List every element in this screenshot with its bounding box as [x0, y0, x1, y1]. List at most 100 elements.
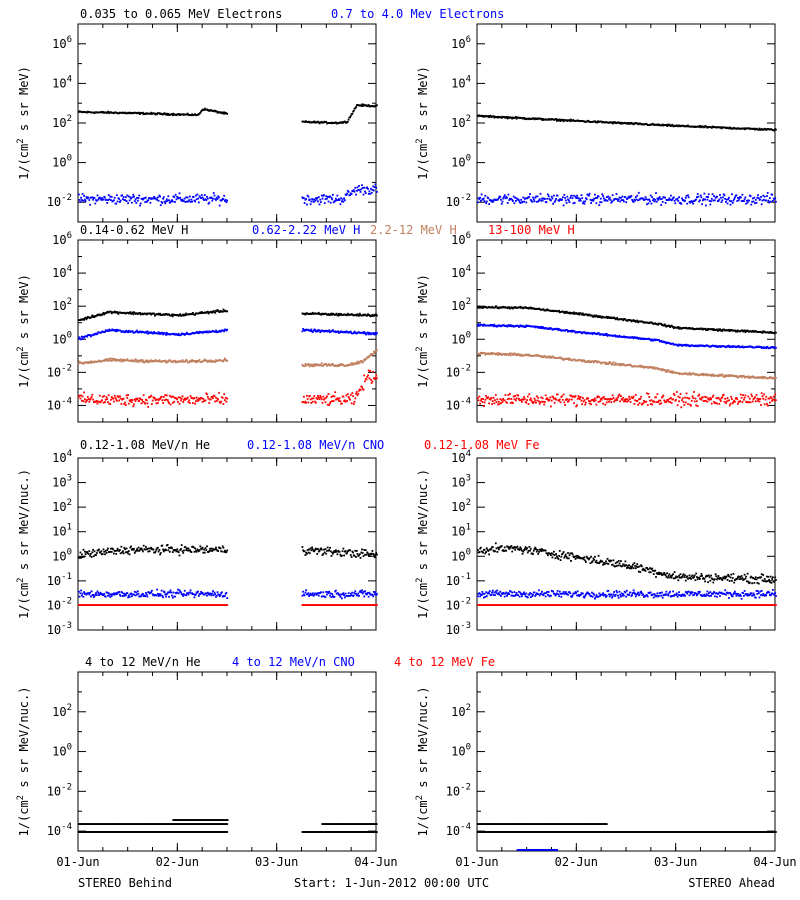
- data-point: [521, 401, 523, 403]
- data-point: [317, 330, 319, 333]
- data-point: [698, 200, 701, 203]
- data-point: [532, 198, 535, 201]
- data-point: [365, 553, 368, 556]
- data-point: [193, 550, 196, 553]
- data-point: [587, 397, 590, 400]
- data-point: [349, 394, 352, 396]
- data-point: [318, 549, 321, 552]
- data-point: [567, 400, 570, 402]
- data-point: [338, 399, 340, 402]
- data-point: [515, 399, 517, 402]
- data-point: [535, 401, 537, 404]
- data-point: [661, 369, 663, 372]
- data-point: [680, 406, 683, 409]
- data-point: [547, 195, 550, 197]
- data-point: [89, 360, 92, 363]
- data-point: [166, 592, 169, 595]
- data-point: [181, 198, 184, 201]
- data-point: [673, 199, 676, 202]
- data-point: [761, 199, 764, 202]
- data-point: [84, 316, 87, 319]
- data-point: [210, 310, 213, 313]
- data-point: [142, 394, 145, 397]
- data-point: [82, 361, 85, 364]
- data-point: [344, 331, 347, 334]
- data-point: [678, 372, 680, 374]
- data-point: [483, 352, 486, 354]
- data-point: [140, 594, 143, 597]
- data-point: [729, 203, 732, 206]
- data-point: [312, 330, 315, 332]
- data-point: [109, 359, 112, 362]
- data-point: [127, 402, 130, 405]
- data-point: [665, 400, 668, 403]
- data-point: [716, 345, 718, 347]
- data-point: [615, 193, 618, 195]
- data-point: [207, 109, 210, 111]
- data-point: [611, 194, 614, 197]
- data-point: [80, 556, 82, 559]
- data-point: [309, 398, 312, 401]
- data-point: [709, 397, 712, 399]
- data-point: [149, 112, 152, 115]
- data-point: [110, 360, 113, 362]
- data-point: [480, 397, 483, 400]
- data-point: [171, 596, 174, 599]
- data-point: [664, 196, 666, 199]
- data-point: [81, 193, 84, 195]
- data-point: [506, 325, 509, 328]
- data-point: [501, 200, 504, 203]
- data-point: [772, 200, 774, 202]
- data-point: [341, 198, 344, 201]
- data-point: [206, 195, 208, 198]
- data-point: [751, 395, 753, 398]
- data-point: [356, 394, 359, 397]
- data-point: [677, 200, 680, 202]
- data-point: [326, 549, 328, 552]
- data-point: [193, 397, 196, 399]
- data-point: [120, 545, 123, 548]
- data-point: [225, 551, 228, 553]
- data-point: [80, 338, 82, 341]
- data-point: [212, 397, 214, 400]
- data-point: [375, 350, 378, 353]
- data-point: [617, 394, 620, 397]
- data-point: [699, 199, 701, 202]
- data-point: [500, 198, 502, 201]
- data-point: [136, 593, 138, 596]
- data-point: [660, 368, 663, 371]
- data-point: [137, 546, 140, 549]
- y-tick-label: 106: [451, 231, 471, 247]
- data-point: [353, 363, 356, 366]
- data-point: [129, 400, 132, 403]
- y-tick-label: 10-1: [47, 572, 72, 588]
- data-point: [661, 395, 664, 398]
- data-point: [719, 196, 722, 199]
- data-point: [682, 199, 685, 201]
- data-point: [140, 359, 143, 361]
- data-point: [98, 394, 101, 397]
- data-point: [195, 400, 197, 403]
- data-point: [573, 358, 576, 361]
- data-point: [91, 393, 94, 396]
- data-point: [687, 373, 690, 375]
- data-point: [508, 199, 511, 201]
- data-point: [594, 197, 597, 199]
- data-point: [178, 192, 181, 195]
- data-point: [610, 401, 613, 404]
- data-point: [657, 199, 660, 201]
- data-point: [313, 198, 316, 201]
- data-point: [723, 194, 726, 197]
- data-point: [94, 202, 97, 205]
- data-point: [313, 395, 316, 397]
- data-point: [331, 314, 334, 316]
- data-point: [306, 398, 309, 400]
- data-point: [670, 402, 673, 404]
- data-point: [302, 328, 304, 330]
- data-point: [686, 396, 689, 399]
- data-point: [317, 200, 319, 203]
- data-point: [499, 398, 502, 400]
- data-point: [751, 329, 754, 332]
- data-point: [669, 401, 671, 403]
- data-point: [307, 401, 310, 404]
